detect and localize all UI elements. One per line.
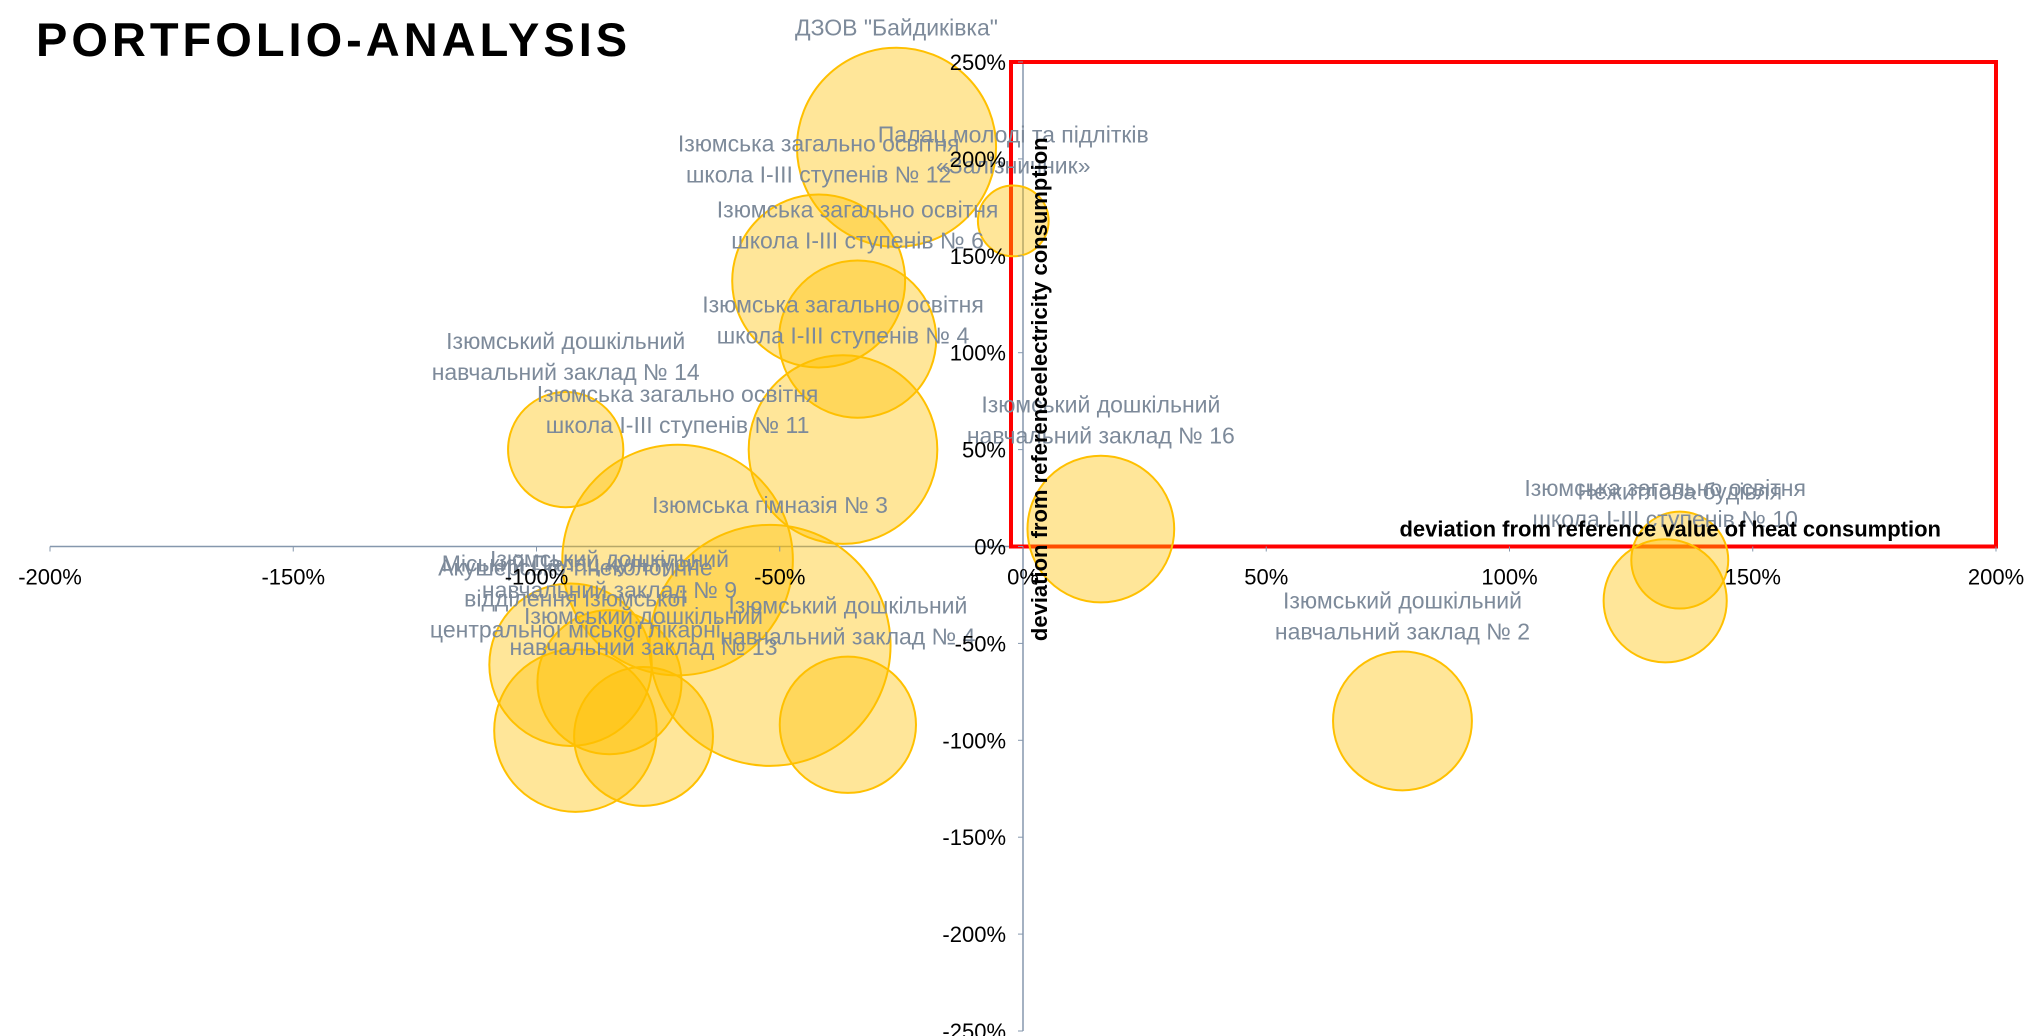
y-axis-title: deviation from referenceelectricity cons… bbox=[1027, 137, 1052, 641]
y-tick-label: -50% bbox=[955, 631, 1006, 656]
bubble-label: Ізюмський дошкільний bbox=[490, 546, 729, 572]
bubble-label: Ізюмський дошкільний bbox=[446, 328, 685, 354]
bubble bbox=[731, 193, 907, 369]
bubble bbox=[1332, 650, 1473, 792]
bubble-label: відділення Ізюмської bbox=[464, 585, 687, 611]
bubble-label: Ізюмська загально освітня bbox=[702, 291, 984, 317]
bubble-label: Ізюмська загально освітня bbox=[678, 131, 960, 157]
bubble bbox=[493, 648, 658, 813]
bubble-label: навчальний заклад № 4 bbox=[720, 624, 975, 650]
x-tick-label: 50% bbox=[1244, 565, 1288, 590]
bubble-label: Нежитлова будівля bbox=[1578, 479, 1783, 505]
bubble-label: Акушерсько-гінекологічне bbox=[438, 554, 713, 580]
y-tick-label: -200% bbox=[942, 922, 1006, 947]
y-tick-label: 200% bbox=[950, 147, 1006, 172]
x-tick-label: -100% bbox=[505, 565, 569, 590]
y-tick-label: 0% bbox=[974, 535, 1006, 560]
bubble-label: школа І-ІІІ ступенів № 10 bbox=[1532, 506, 1797, 532]
y-tick-label: 150% bbox=[950, 244, 1006, 269]
bubble bbox=[976, 184, 1050, 258]
bubble bbox=[648, 523, 892, 767]
bubble-label: навчальний заклад № 16 bbox=[967, 423, 1235, 449]
bubble bbox=[795, 46, 998, 248]
bubble-label: школа І-ІІІ ступенів № 11 bbox=[546, 412, 810, 438]
bubble-label: Ізюмська загально освітня bbox=[1524, 475, 1806, 501]
bubble bbox=[536, 609, 683, 756]
bubble-label: Міський Палац культури bbox=[442, 550, 700, 576]
bubble-label: школа І-ІІІ ступенів № 4 bbox=[717, 322, 970, 348]
y-tick-label: -150% bbox=[942, 825, 1006, 850]
bubble-label: центральної міської лікарні bbox=[430, 616, 721, 642]
bubble bbox=[507, 390, 625, 509]
y-tick-label: 100% bbox=[950, 341, 1006, 366]
x-tick-label: 100% bbox=[1481, 565, 1537, 590]
x-tick-label: -50% bbox=[754, 565, 805, 590]
x-tick-label: 200% bbox=[1968, 565, 2024, 590]
x-tick-label: -200% bbox=[18, 565, 82, 590]
bubble bbox=[747, 354, 939, 545]
bubble bbox=[1026, 454, 1176, 604]
y-tick-label: -100% bbox=[942, 728, 1006, 753]
bubble-label: Ізюмська гімназія № 3 bbox=[652, 492, 888, 518]
y-tick-label: 50% bbox=[962, 438, 1006, 463]
bubble-label: навчальний заклад № 2 bbox=[1275, 618, 1530, 644]
x-axis-title: deviation from reference value of heat c… bbox=[1399, 517, 1941, 542]
bubble-label: «Залізничник» bbox=[936, 153, 1091, 179]
bubble-label: школа І-ІІІ ступенів № 12 bbox=[686, 162, 951, 188]
chart-title: PORTFOLIO-ANALYSIS bbox=[36, 13, 631, 66]
x-tick-label: 150% bbox=[1725, 565, 1781, 590]
highlight-box bbox=[1009, 60, 1998, 549]
bubble-label: Ізюмський дошкільний bbox=[728, 593, 967, 619]
y-tick-label: 250% bbox=[950, 50, 1006, 75]
bubble-label: Ізюмська загально освітня bbox=[537, 381, 819, 407]
y-tick-label: -250% bbox=[942, 1019, 1006, 1036]
bubble-label: Ізюмський дошкільний bbox=[524, 603, 763, 629]
bubble-label: Ізюмська загально освітня bbox=[717, 197, 999, 223]
bubble-label: навчальний заклад № 13 bbox=[510, 634, 778, 660]
bubble-label: Палац молоді та підлітків bbox=[878, 122, 1149, 148]
bubble bbox=[1630, 510, 1730, 610]
bubble-label: школа І-ІІІ ступенів № 6 bbox=[731, 228, 984, 254]
bubble-label: навчальний заклад № 9 bbox=[482, 577, 737, 603]
bubble-label: ДЗОВ "Байдиківка" bbox=[795, 15, 998, 41]
x-tick-label: 0% bbox=[1007, 565, 1039, 590]
bubble-label: Ізюмський дошкільний bbox=[1283, 587, 1522, 613]
bubble bbox=[778, 655, 917, 794]
x-tick-label: -150% bbox=[261, 565, 325, 590]
bubble-label: навчальний заклад № 14 bbox=[432, 359, 700, 385]
bubble bbox=[1602, 538, 1728, 664]
bubble-label: Ізюмський дошкільний bbox=[981, 392, 1220, 418]
bubble bbox=[777, 259, 938, 419]
